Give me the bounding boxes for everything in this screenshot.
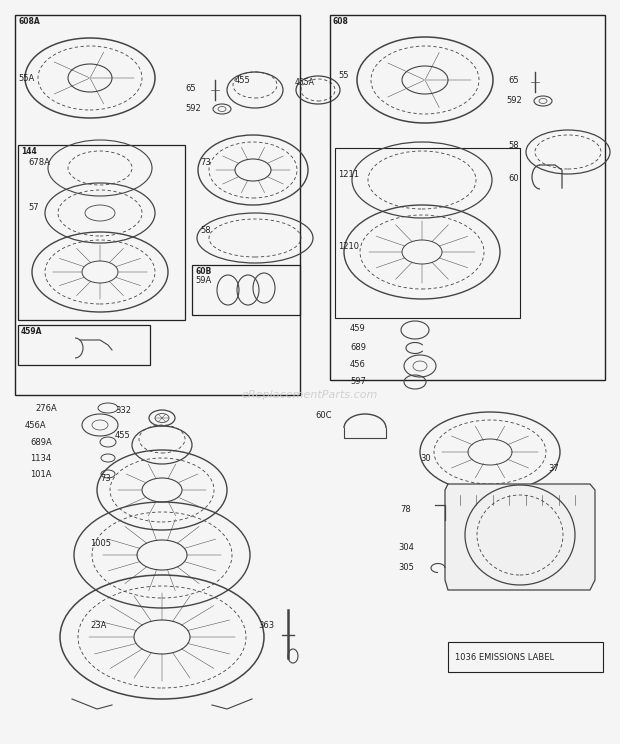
- Text: 608A: 608A: [18, 17, 40, 26]
- Text: 459: 459: [350, 324, 366, 333]
- Bar: [448, 642, 603, 672]
- Text: 60B: 60B: [195, 267, 211, 276]
- Text: 678A: 678A: [28, 158, 50, 167]
- Text: 1134: 1134: [30, 454, 51, 463]
- Bar: [335, 148, 520, 318]
- Text: 456: 456: [350, 359, 366, 368]
- Text: 55A: 55A: [18, 74, 34, 83]
- Text: 1005: 1005: [90, 539, 111, 548]
- Text: 60: 60: [508, 173, 518, 182]
- Text: 78: 78: [400, 505, 410, 515]
- Text: 689: 689: [350, 342, 366, 351]
- Text: 455A: 455A: [295, 77, 315, 86]
- Text: 276A: 276A: [35, 403, 57, 412]
- Text: eReplacementParts.com: eReplacementParts.com: [242, 390, 378, 400]
- Text: 1036 EMISSIONS LABEL: 1036 EMISSIONS LABEL: [455, 652, 554, 661]
- Text: 455: 455: [115, 431, 131, 440]
- Text: 304: 304: [398, 544, 414, 553]
- Text: 608: 608: [333, 17, 349, 26]
- Text: 59A: 59A: [195, 275, 211, 284]
- Bar: [18, 325, 150, 365]
- Text: 58: 58: [508, 141, 518, 150]
- Text: 455: 455: [235, 75, 250, 85]
- Text: 23A: 23A: [90, 620, 107, 629]
- Text: 305: 305: [398, 563, 414, 572]
- Text: 55: 55: [338, 71, 348, 80]
- Bar: [330, 15, 605, 380]
- Text: 58: 58: [200, 225, 211, 234]
- Text: 30: 30: [420, 454, 431, 463]
- Text: 363: 363: [258, 620, 274, 629]
- Text: 60C: 60C: [315, 411, 332, 420]
- Polygon shape: [445, 484, 595, 590]
- Bar: [15, 15, 300, 395]
- Text: 73: 73: [200, 158, 211, 167]
- Text: 65: 65: [508, 75, 518, 85]
- Text: 144: 144: [21, 147, 37, 156]
- Text: 456A: 456A: [25, 420, 46, 429]
- Text: 459A: 459A: [21, 327, 43, 336]
- Text: 1210: 1210: [338, 242, 359, 251]
- Bar: [192, 265, 300, 315]
- Text: 689A: 689A: [30, 437, 51, 446]
- Text: 592: 592: [185, 103, 201, 112]
- Text: 57: 57: [28, 202, 38, 211]
- Text: 597: 597: [350, 376, 366, 385]
- Text: 592: 592: [506, 95, 522, 104]
- Text: 37: 37: [548, 464, 559, 472]
- Text: 101A: 101A: [30, 469, 51, 478]
- Text: 332: 332: [115, 405, 131, 414]
- Bar: [18, 145, 185, 320]
- Text: 1211: 1211: [338, 170, 359, 179]
- Text: 73: 73: [100, 473, 111, 483]
- Text: 65: 65: [185, 83, 196, 92]
